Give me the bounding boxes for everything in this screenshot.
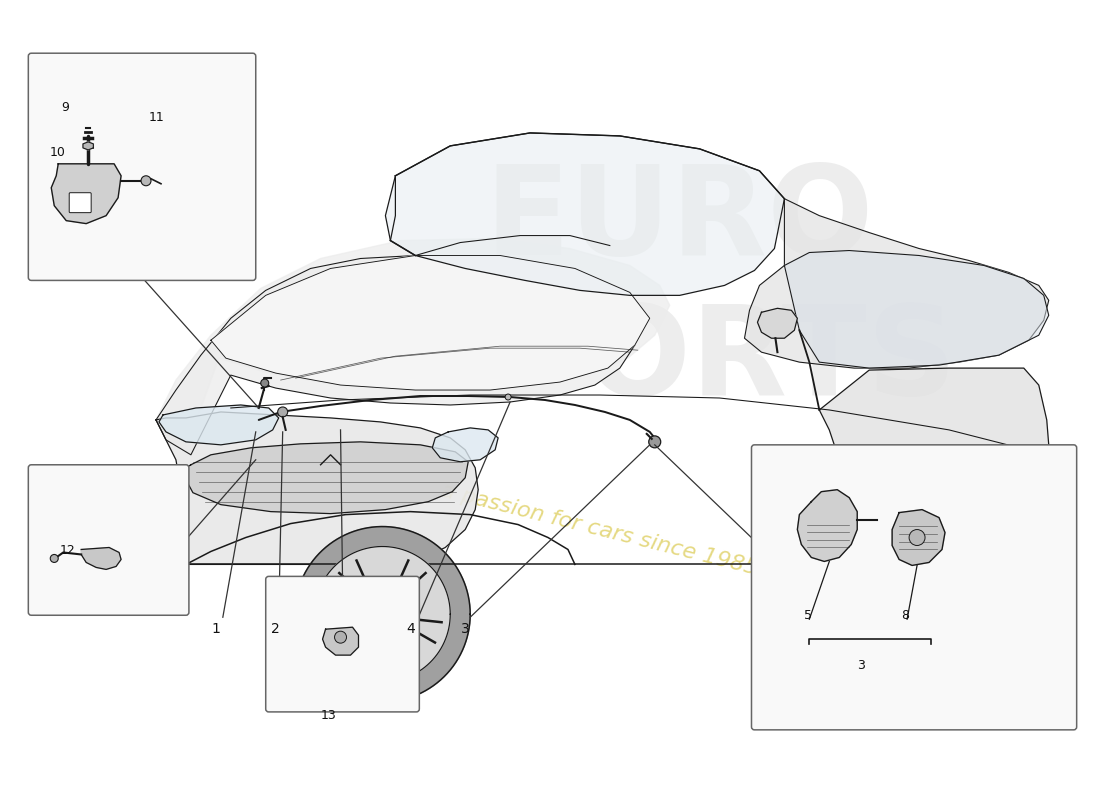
Text: 1: 1	[211, 622, 220, 636]
Circle shape	[277, 407, 288, 417]
FancyBboxPatch shape	[29, 465, 189, 615]
Polygon shape	[798, 490, 857, 562]
Text: 9: 9	[62, 101, 69, 114]
Text: 10: 10	[50, 146, 65, 159]
Circle shape	[261, 379, 268, 387]
Polygon shape	[820, 368, 1050, 565]
Polygon shape	[156, 412, 479, 565]
Polygon shape	[780, 525, 959, 655]
Text: 3: 3	[461, 622, 470, 636]
Circle shape	[649, 436, 661, 448]
Circle shape	[505, 394, 512, 400]
Polygon shape	[745, 198, 1048, 368]
Text: EURO
SPORTS: EURO SPORTS	[403, 160, 957, 421]
Text: 2: 2	[272, 622, 280, 636]
Circle shape	[909, 530, 925, 546]
Polygon shape	[82, 142, 94, 150]
Circle shape	[334, 631, 346, 643]
Text: 8: 8	[901, 610, 909, 622]
Text: 4: 4	[406, 622, 415, 636]
Polygon shape	[81, 547, 121, 570]
Text: 12: 12	[59, 545, 75, 558]
FancyBboxPatch shape	[69, 193, 91, 213]
Polygon shape	[322, 627, 359, 655]
Polygon shape	[156, 238, 670, 450]
Polygon shape	[758, 308, 798, 338]
Polygon shape	[52, 164, 121, 224]
Text: 5: 5	[804, 610, 813, 622]
Circle shape	[51, 554, 58, 562]
Polygon shape	[160, 405, 278, 445]
Circle shape	[373, 604, 393, 624]
Polygon shape	[295, 526, 470, 702]
Polygon shape	[432, 428, 498, 462]
Polygon shape	[385, 133, 784, 295]
Polygon shape	[211, 255, 650, 390]
Circle shape	[141, 176, 151, 186]
FancyBboxPatch shape	[266, 576, 419, 712]
FancyBboxPatch shape	[751, 445, 1077, 730]
Polygon shape	[784, 250, 1048, 368]
Text: 3: 3	[857, 659, 865, 672]
Polygon shape	[186, 442, 469, 514]
Text: a passion for cars since 1985: a passion for cars since 1985	[439, 481, 760, 578]
FancyBboxPatch shape	[29, 54, 255, 281]
Polygon shape	[156, 255, 635, 455]
Text: 13: 13	[320, 709, 337, 722]
Text: 11: 11	[148, 111, 165, 124]
Polygon shape	[892, 510, 945, 566]
Polygon shape	[315, 546, 450, 682]
